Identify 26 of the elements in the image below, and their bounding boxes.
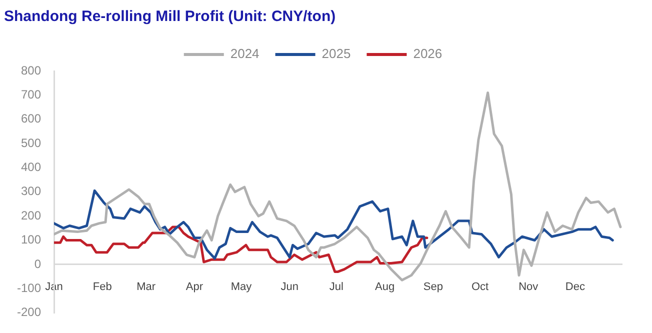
x-tick-label: Jul	[329, 281, 344, 294]
legend-label: 2024	[230, 46, 260, 62]
legend-label: 2026	[413, 46, 442, 62]
y-tick-label: 700	[20, 87, 42, 102]
y-tick-label: 200	[20, 208, 42, 222]
y-tick-label: 400	[20, 160, 42, 174]
x-tick-label: Sep	[423, 281, 443, 294]
y-tick-label: 500	[20, 136, 42, 150]
y-tick-label: -100	[16, 280, 42, 295]
x-tick-label: Mar	[136, 281, 156, 294]
x-tick-label: Aug	[375, 281, 395, 294]
chart-title: Shandong Re-rolling Mill Profit (Unit: CNY/ton)	[4, 8, 336, 26]
x-tick-label: Nov	[518, 281, 539, 294]
y-tick-label: -200	[16, 305, 42, 320]
legend-label: 2025	[322, 46, 351, 62]
y-tick-label: 800	[20, 63, 42, 78]
x-tick-label: Apr	[186, 281, 204, 294]
x-tick-label: May	[230, 281, 252, 294]
y-tick-label: 300	[20, 184, 42, 198]
y-tick-label: 0	[34, 256, 42, 271]
x-tick-label: Jun	[280, 281, 299, 294]
x-tick-label: Dec	[565, 281, 586, 294]
y-tick-label: 600	[20, 112, 42, 126]
x-tick-label: Feb	[92, 281, 112, 294]
x-tick-label: Oct	[471, 281, 489, 294]
y-tick-label: 100	[20, 232, 42, 247]
